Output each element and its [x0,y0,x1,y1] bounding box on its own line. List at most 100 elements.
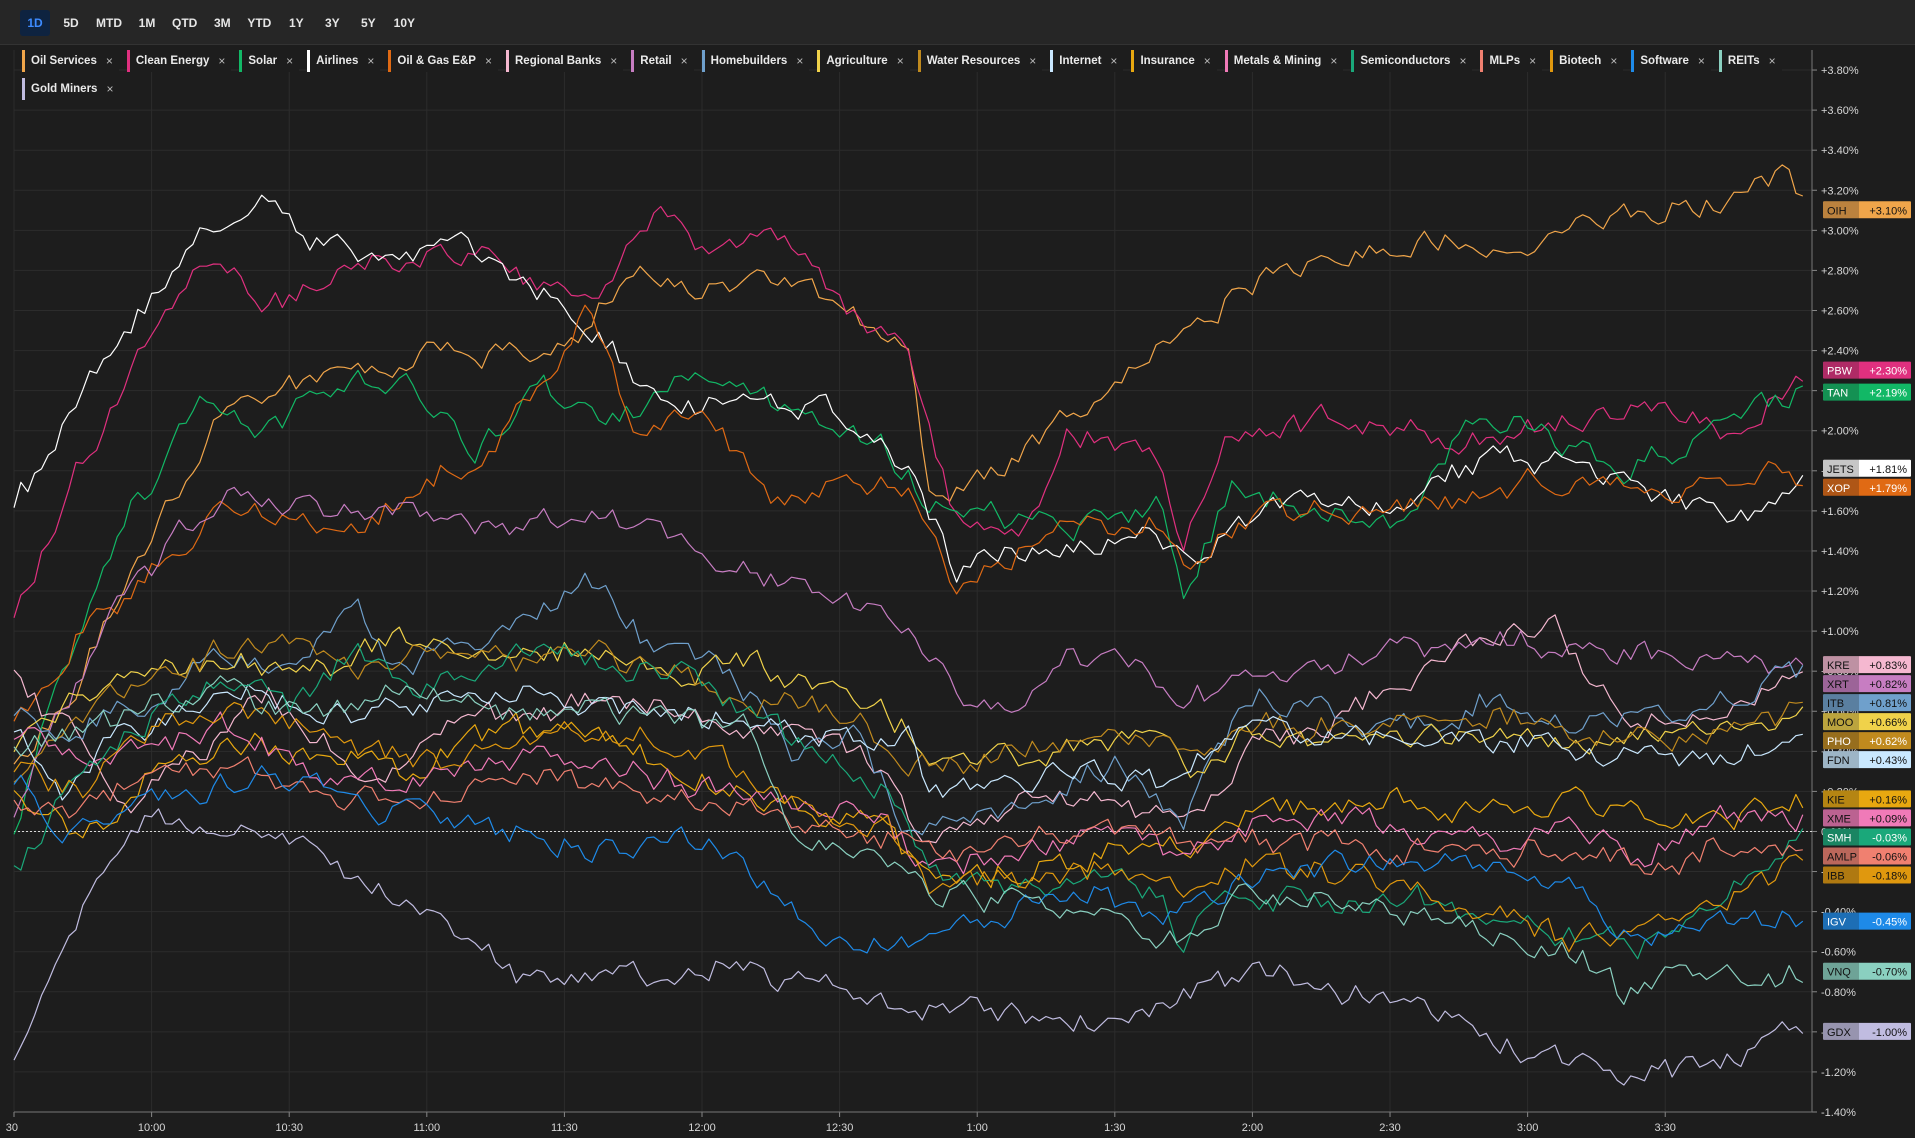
series-line-oih[interactable] [13,164,1804,765]
series-chip[interactable]: Regional Banks × [506,50,624,72]
remove-series-icon[interactable]: × [1330,54,1338,68]
series-line-smh[interactable] [13,642,1804,960]
series-line-moo[interactable] [13,626,1804,779]
remove-series-icon[interactable]: × [105,54,113,68]
series-line-amlp[interactable] [13,756,1803,876]
series-chip[interactable]: Agriculture × [817,50,910,72]
y-tick-label: +2.00% [1821,426,1859,438]
series-label-swatch [1823,1022,1911,1040]
series-change-value: +2.19% [1869,388,1907,400]
series-value-label: MOO +0.66% [1823,713,1911,731]
period-button-ytd[interactable]: YTD [247,16,272,30]
series-chip[interactable]: Homebuilders × [701,50,810,72]
period-button-1d[interactable]: 1D [20,10,50,36]
series-chip-label: Oil Services [31,55,97,67]
series-line-fdn[interactable] [13,684,1803,801]
series-chip-label: Insurance [1140,55,1195,67]
series-chip[interactable]: Oil & Gas E&P × [388,50,498,72]
series-chip[interactable]: Software × [1631,50,1711,72]
series-chip-label: Regional Banks [515,55,602,67]
series-value-label: JETS +1.81% [1823,459,1911,477]
series-ticker: IGV [1827,917,1847,929]
period-button-3m[interactable]: 3M [214,16,231,30]
series-label-tab [1823,361,1859,379]
series-line-gdx[interactable] [13,808,1804,1086]
remove-series-icon[interactable]: × [1610,54,1618,68]
remove-series-icon[interactable]: × [896,54,904,68]
series-chip[interactable]: Biotech × [1550,50,1624,72]
series-chip[interactable]: Water Resources × [917,50,1043,72]
series-line-pbw[interactable] [13,205,1804,618]
series-change-value: -0.06% [1872,851,1907,863]
y-tick-label: +2.40% [1821,346,1859,358]
series-chip[interactable]: Oil Services × [22,50,119,72]
grid: +3.80% +3.60% +3.40% +3.20% +3.00% +2.80% +2.6… [6,50,1859,1134]
remove-series-icon[interactable]: × [106,82,114,96]
series-value-label: PHO +0.62% [1823,732,1911,750]
x-tick-label: 11:30 [551,1122,578,1134]
remove-series-icon[interactable]: × [610,54,618,68]
series-label-tab [1823,694,1859,712]
series-chip[interactable]: Solar × [239,50,300,72]
series-chip[interactable]: Clean Energy × [126,50,232,72]
series-label-tab [1823,1022,1859,1040]
series-line-kre[interactable] [13,614,1804,844]
series-value-label: IBB -0.18% [1823,866,1911,884]
period-button-5d[interactable]: 5D [63,16,79,30]
series-label-tab [1823,478,1859,496]
series-chip[interactable]: Semiconductors × [1351,50,1473,72]
series-line-kie[interactable] [13,712,1804,889]
series-change-value: -0.70% [1872,967,1907,979]
series-chip-label: Oil & Gas E&P [397,55,476,67]
series-line-jets[interactable] [13,194,1804,583]
series-ticker: XRT [1827,679,1849,691]
x-tick-label: 1:00 [967,1122,988,1134]
series-value-label: ITB +0.81% [1823,694,1911,712]
remove-series-icon[interactable]: × [1768,54,1776,68]
remove-series-icon[interactable]: × [680,54,688,68]
series-chip[interactable]: MLPs × [1480,50,1543,72]
series-value-label: SMH -0.03% [1823,828,1911,846]
series-chip[interactable]: Airlines × [307,50,381,72]
remove-series-icon[interactable]: × [367,54,375,68]
series-chip-list: Oil Services × Clean Energy × Solar × Airlines… [22,50,1812,100]
period-button-10y[interactable]: 10Y [393,16,416,30]
series-chip[interactable]: REITs × [1718,50,1782,72]
period-button-3y[interactable]: 3Y [325,16,340,30]
series-label-swatch [1823,201,1911,219]
series-chip-label: Software [1640,55,1689,67]
remove-series-icon[interactable]: × [1529,54,1537,68]
period-button-qtd[interactable]: QTD [172,16,198,30]
remove-series-icon[interactable]: × [1110,54,1118,68]
series-change-value: +0.62% [1869,736,1907,748]
series-ticker: SMH [1827,832,1852,844]
series-chip[interactable]: Insurance × [1131,50,1217,72]
series-chip[interactable]: Gold Miners × [22,78,120,100]
series-line-igv[interactable] [13,765,1804,954]
series-line-ibb[interactable] [13,701,1804,953]
remove-series-icon[interactable]: × [286,54,294,68]
series-line-itb[interactable] [13,572,1804,836]
series-chip[interactable]: Metals & Mining × [1224,50,1344,72]
period-button-1y[interactable]: 1Y [289,16,304,30]
series-line-vnq[interactable] [13,675,1804,1006]
period-button-5y[interactable]: 5Y [361,16,376,30]
series-line-tan[interactable] [13,369,1804,835]
remove-series-icon[interactable]: × [1029,54,1037,68]
remove-series-icon[interactable]: × [484,54,492,68]
series-chip[interactable]: Retail × [631,50,694,72]
series-line-xrt[interactable] [13,486,1804,818]
y-tick-label: +1.00% [1821,626,1859,638]
y-tick-label: -0.80% [1821,987,1856,999]
remove-series-icon[interactable]: × [218,54,226,68]
remove-series-icon[interactable]: × [1459,54,1467,68]
series-line-pho[interactable] [13,633,1803,783]
series-line-xop[interactable] [13,304,1803,722]
period-button-1m[interactable]: 1M [138,16,156,30]
remove-series-icon[interactable]: × [796,54,804,68]
y-tick-label: -1.20% [1821,1067,1856,1079]
period-button-mtd[interactable]: MTD [96,16,122,30]
series-chip[interactable]: Internet × [1050,50,1124,72]
remove-series-icon[interactable]: × [1203,54,1211,68]
remove-series-icon[interactable]: × [1697,54,1705,68]
